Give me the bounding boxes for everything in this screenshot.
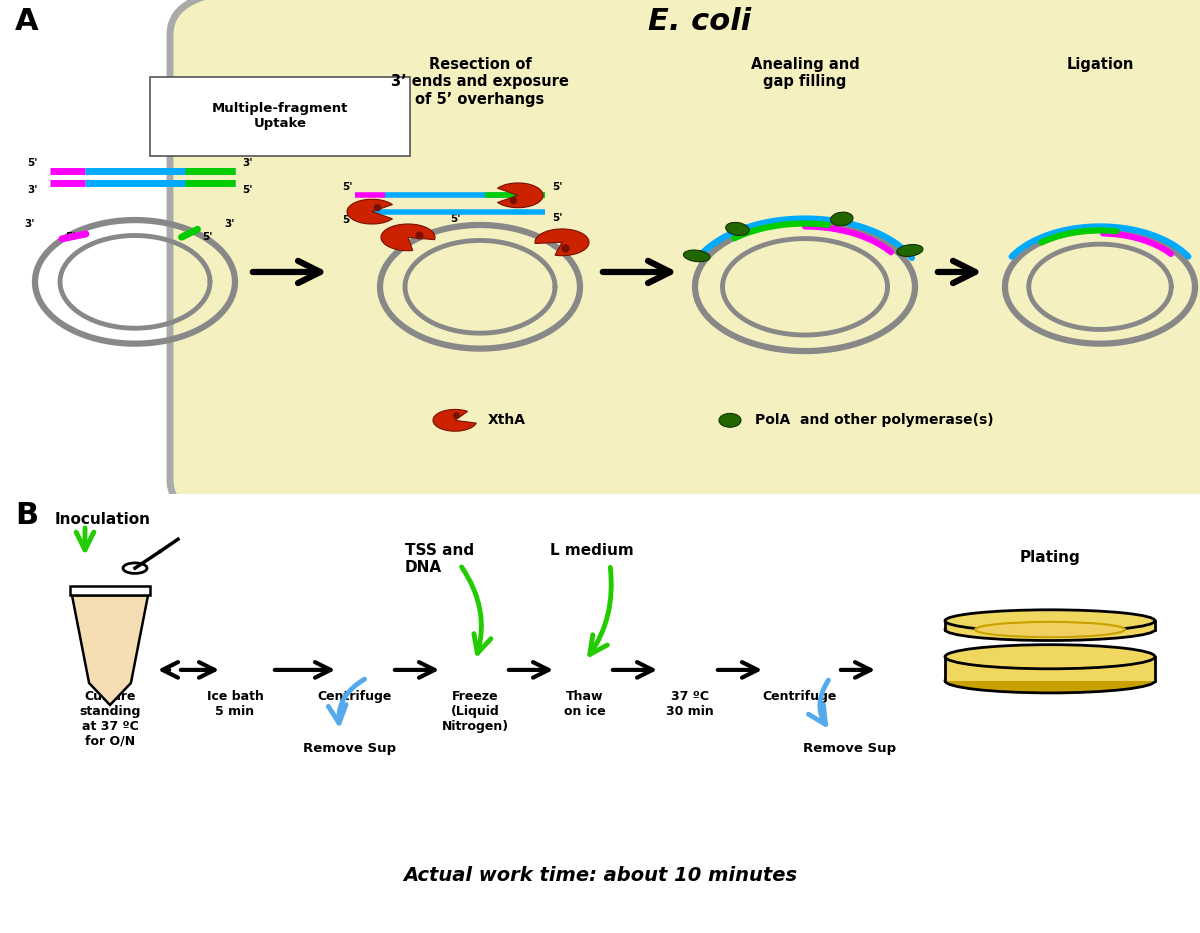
Polygon shape (78, 618, 143, 705)
FancyBboxPatch shape (150, 77, 410, 156)
Wedge shape (535, 229, 589, 256)
Ellipse shape (974, 622, 1126, 637)
Text: Culture
standing
at 37 ºC
for O/N: Culture standing at 37 ºC for O/N (79, 689, 140, 747)
Ellipse shape (896, 244, 923, 257)
Text: 5': 5' (552, 213, 563, 222)
Wedge shape (433, 410, 476, 431)
Text: 5': 5' (552, 182, 563, 192)
Text: 5': 5' (202, 231, 212, 242)
Text: Actual work time: about 10 minutes: Actual work time: about 10 minutes (403, 867, 797, 885)
Text: Multiple-fragment
Uptake: Multiple-fragment Uptake (212, 103, 348, 131)
Text: 3': 3' (224, 219, 235, 230)
Ellipse shape (719, 413, 742, 427)
Text: PolA  and other polymerase(s): PolA and other polymerase(s) (755, 413, 994, 427)
Ellipse shape (830, 212, 853, 226)
Ellipse shape (726, 222, 749, 235)
Ellipse shape (684, 250, 710, 262)
Text: Resection of
3’ ends and exposure
of 5’ overhangs: Resection of 3’ ends and exposure of 5’ … (391, 57, 569, 106)
Text: A: A (14, 7, 38, 36)
Text: Remove Sup: Remove Sup (304, 743, 396, 755)
Text: 5': 5' (450, 214, 461, 224)
Text: 3': 3' (242, 158, 252, 168)
Text: Freeze
(Liquid
Nitrogen): Freeze (Liquid Nitrogen) (442, 689, 509, 732)
Polygon shape (946, 657, 1154, 681)
Text: Ligation: Ligation (1067, 57, 1134, 72)
Ellipse shape (946, 619, 1154, 641)
Text: 3': 3' (25, 219, 35, 230)
Text: Centrifuge: Centrifuge (763, 689, 838, 703)
Polygon shape (946, 620, 1154, 630)
Text: 37 ºC
30 min: 37 ºC 30 min (666, 689, 714, 717)
Text: Ice bath
5 min: Ice bath 5 min (206, 689, 264, 717)
Polygon shape (70, 586, 150, 595)
Text: Thaw
on ice: Thaw on ice (564, 689, 606, 717)
Text: 5': 5' (342, 215, 353, 225)
Text: 3': 3' (28, 186, 38, 195)
Polygon shape (72, 595, 148, 705)
Text: Remove Sup: Remove Sup (804, 743, 896, 755)
Ellipse shape (946, 610, 1154, 632)
Text: XthA: XthA (488, 413, 526, 427)
Ellipse shape (946, 669, 1154, 693)
Text: Plating: Plating (1020, 550, 1080, 564)
Wedge shape (382, 224, 434, 251)
Text: 5': 5' (342, 182, 353, 192)
Text: 5': 5' (242, 186, 252, 195)
Text: E. coli: E. coli (648, 7, 751, 36)
Text: 5': 5' (65, 231, 76, 242)
Text: 5': 5' (28, 158, 38, 168)
Text: Inoculation: Inoculation (55, 512, 151, 527)
Wedge shape (498, 183, 542, 208)
FancyBboxPatch shape (170, 0, 1200, 524)
Text: Centrifuge: Centrifuge (318, 689, 392, 703)
Text: L medium: L medium (550, 543, 634, 558)
Wedge shape (347, 200, 392, 224)
Text: TSS and
DNA: TSS and DNA (406, 543, 474, 575)
Ellipse shape (946, 645, 1154, 669)
Text: Anealing and
gap filling: Anealing and gap filling (751, 57, 859, 90)
Text: B: B (14, 501, 38, 530)
